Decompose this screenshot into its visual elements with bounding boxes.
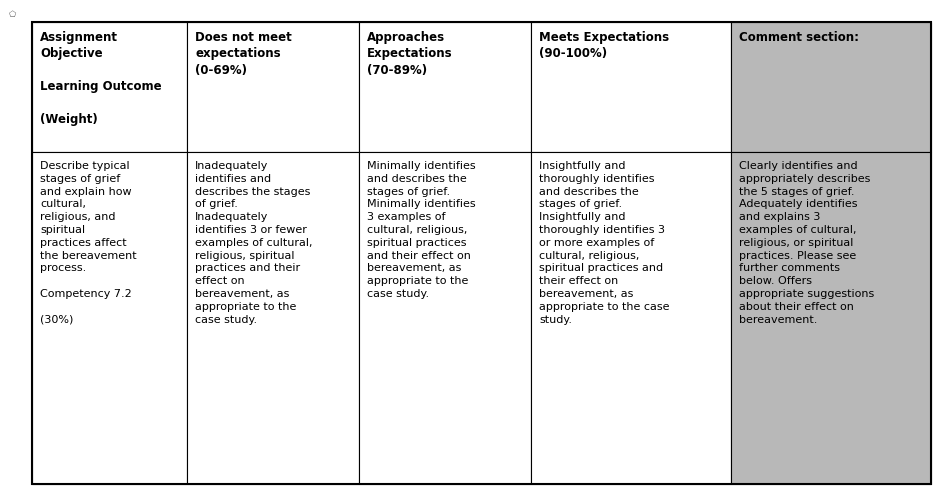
Text: Assignment
Objective

Learning Outcome

(Weight): Assignment Objective Learning Outcome (W… [40,31,161,126]
Text: Approaches
Expectations
(70-89%): Approaches Expectations (70-89%) [367,31,453,77]
Text: Minimally identifies
and describes the
stages of grief.
Minimally identifies
3 e: Minimally identifies and describes the s… [367,161,476,299]
Text: Comment section:: Comment section: [739,31,859,44]
Bar [359,22,531,152]
Text: Does not meet
expectations
(0-69%): Does not meet expectations (0-69%) [195,31,292,77]
Text: Describe typical
stages of grief
and explain how
cultural,
religious, and
spirit: Describe typical stages of grief and exp… [40,161,136,324]
Bar [32,22,187,152]
Text: Insightfully and
thoroughly identifies
and describes the
stages of grief.
Insigh: Insightfully and thoroughly identifies a… [539,161,670,324]
Text: Meets Expectations
(90-100%): Meets Expectations (90-100%) [539,31,669,61]
Bar [731,152,931,484]
Bar [359,152,531,484]
Bar [187,22,359,152]
Bar [531,22,731,152]
Bar [187,152,359,484]
Bar [731,22,931,152]
Bar [32,152,187,484]
Text: Inadequately
identifies and
describes the stages
of grief.
Inadequately
identifi: Inadequately identifies and describes th… [195,161,313,324]
Text: Clearly identifies and
appropriately describes
the 5 stages of grief.
Adequately: Clearly identifies and appropriately des… [739,161,874,324]
Bar [531,152,731,484]
Text: ⬠: ⬠ [8,10,16,19]
